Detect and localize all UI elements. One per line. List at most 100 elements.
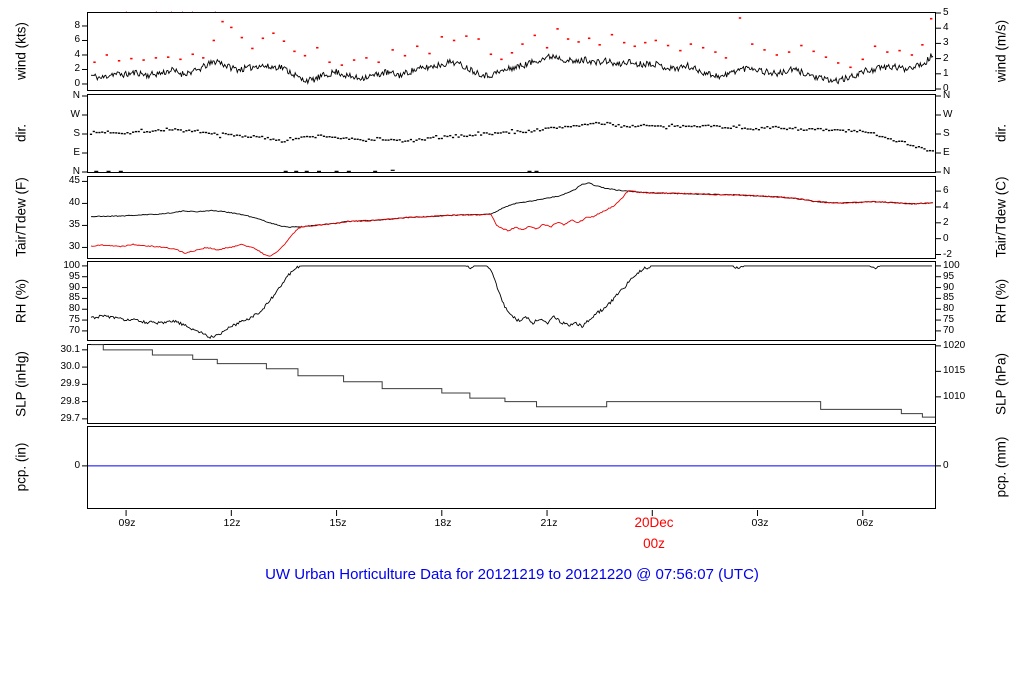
wind-dir-deg-dot [609,122,612,124]
tair-f [90,182,933,228]
slp-left-axis-label: SLP (inHg) [13,351,29,417]
wind-dir-deg-dot [805,129,808,131]
wind-dir-deg-dot [592,122,595,125]
wind-dir-deg-dot [718,125,721,128]
wind-dir-deg-dot [432,136,435,138]
wind-dir-deg-dot [249,136,253,138]
wind-dir-deg-dot [861,130,864,133]
wind-dir-deg-dot [802,129,805,131]
y-tick-label: 4 [74,48,80,60]
wind-peak-kts-dot [849,66,852,69]
y-tick-label: 2 [74,63,80,75]
wind-dir-deg-dot [522,131,525,134]
wind-dir-deg-dot [407,140,410,142]
wind-peak-kts-dot [130,57,133,60]
wind-dir-deg-dot [794,126,797,129]
wind-dir-deg-dot [597,122,601,124]
x-tick-12z: 12z [223,517,241,529]
wind-dir-deg-dot [373,139,376,142]
wind-dir-deg-dot [378,137,382,139]
wind-peak-kts-dot [365,57,368,59]
wind-dir-deg-dot [241,136,244,138]
wind-dir-deg-dot [724,127,727,129]
y-tick-label: 3 [943,37,949,49]
wind-dir-deg-dot [659,125,662,127]
wind-dir-deg-dot [595,121,598,124]
wind-dir-deg-dot [106,130,109,132]
wind-dir-deg-dot [743,127,746,129]
wind-dir-deg-dot [892,140,895,142]
wind-dir-deg-dot [611,123,615,126]
tair-panel [82,176,941,259]
slp-inhg [91,344,935,418]
wind-dir-deg-dot [362,139,365,142]
y-tick-label: E [943,147,950,158]
wind-peak-kts-dot [261,37,265,40]
wind-peak-kts-dot [403,54,407,57]
y-tick-label: N [72,166,80,177]
wind-dir-deg-dot [766,126,769,128]
y-tick-label: 100 [63,259,80,271]
wind-dir-deg-dot [648,125,651,127]
x-tick-15z: 15z [329,517,347,529]
wind-peak-kts-dot [644,41,647,44]
wind-peak-kts-dot [416,45,419,48]
wind-peak-kts-dot [654,39,657,42]
wind-dir-deg-dot [541,129,544,131]
wind-dir-deg-dot [376,136,379,139]
wind-dir-deg-dot [884,136,887,139]
wind-dir-deg-dot [190,130,194,133]
wind-peak-kts-dot [282,40,286,42]
wind-dir-deg-dot [261,135,264,138]
y-tick-label: 80 [68,303,80,315]
wind-dir-deg-dot [482,132,485,134]
y-tick-label: 35 [68,219,80,231]
wind-peak-kts-dot [191,53,194,56]
wind-dir-deg-dot [797,129,800,131]
wind-dir-deg-dot [912,145,915,147]
wind-peak-kts-dot [633,45,636,48]
wind-dir-deg-dot [218,136,222,139]
wind-dir-deg-dot [544,127,547,129]
wind-dir-deg-dot [858,129,862,132]
wind-dir-north-marks-dash [373,170,378,172]
wind-peak-kts-dot [701,46,705,49]
wind-dir-deg-dot [715,125,718,127]
wind-dir-deg-dot [345,137,348,139]
wind-dir-deg-dot [499,132,502,134]
wind-dir-deg-dot [516,130,519,132]
pcp-left-axis-label: pcp. (in) [13,442,29,492]
wind-peak-kts-dot [545,46,549,49]
wind-dir-deg-dot [547,127,550,129]
y-tick-label: 29.8 [60,395,80,407]
wind-dir-deg-dot [210,133,213,135]
y-tick-label: S [73,128,80,139]
wind-dir-deg-dot [653,125,657,127]
wind-peak-kts-dot [510,52,514,54]
wind-dir-deg-dot [606,121,609,124]
wind-dir-deg-dot [314,136,317,139]
wind-dir-deg-dot [693,125,696,127]
wind-dir-deg-dot [822,129,825,132]
wind-peak-kts-dot [689,43,693,45]
wind-dir-deg-dot [763,127,766,129]
wind-dir-deg-dot [117,132,121,134]
wind-dir-deg-dot [847,129,850,131]
wind-peak-kts-dot [340,64,344,66]
y-tick-label: 30 [68,241,80,253]
wind-peak-kts-dot [391,49,394,51]
wind-dir-deg-dot [221,132,224,134]
wind-dir-deg-dot [291,138,295,141]
wind-peak-kts-dot [610,33,614,36]
wind-dir-deg-dot [811,128,814,130]
y-tick-label: W [943,109,953,120]
wind-dir-deg-dot [738,124,741,126]
wind-dir-deg-dot [642,123,645,126]
wind-dir-deg-dot [491,133,494,136]
wind-dir-deg-dot [628,126,631,128]
wind-dir-deg-dot [519,130,522,133]
y-tick-label: 4 [943,22,949,34]
wind-dir-deg-dot [320,134,323,136]
wind-dir-deg-dot [179,129,182,131]
wind-dir-deg-dot [384,139,387,141]
